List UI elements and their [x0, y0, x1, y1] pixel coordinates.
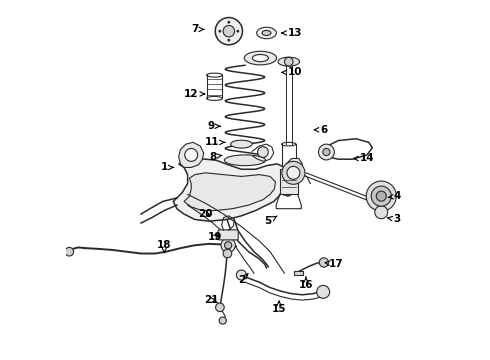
Circle shape — [236, 270, 246, 280]
Circle shape — [216, 303, 224, 312]
Circle shape — [185, 148, 197, 161]
Text: 14: 14 — [354, 153, 374, 163]
Text: 19: 19 — [207, 232, 221, 242]
Text: 7: 7 — [191, 24, 204, 35]
Text: 9: 9 — [207, 121, 220, 131]
Circle shape — [376, 191, 386, 201]
Text: 16: 16 — [299, 277, 313, 290]
Circle shape — [287, 166, 300, 179]
FancyBboxPatch shape — [280, 169, 298, 194]
Text: 6: 6 — [314, 125, 327, 135]
Ellipse shape — [257, 27, 276, 39]
Text: 1: 1 — [161, 162, 173, 172]
Text: 5: 5 — [265, 216, 277, 226]
Ellipse shape — [252, 54, 269, 62]
Polygon shape — [184, 173, 275, 211]
Circle shape — [236, 30, 239, 33]
Circle shape — [227, 21, 230, 24]
FancyBboxPatch shape — [294, 271, 303, 275]
Text: 3: 3 — [388, 215, 401, 224]
Polygon shape — [173, 158, 288, 221]
Text: 11: 11 — [205, 138, 225, 147]
Text: 18: 18 — [157, 239, 171, 253]
Ellipse shape — [245, 51, 276, 65]
Text: 13: 13 — [282, 28, 302, 38]
Circle shape — [317, 285, 330, 298]
Circle shape — [227, 39, 230, 41]
Circle shape — [223, 249, 232, 258]
Ellipse shape — [278, 57, 299, 66]
Circle shape — [366, 181, 396, 211]
Text: 17: 17 — [325, 259, 344, 269]
Text: 20: 20 — [198, 209, 213, 219]
Circle shape — [219, 317, 226, 324]
Circle shape — [375, 206, 388, 219]
Polygon shape — [285, 158, 302, 187]
Circle shape — [224, 242, 232, 249]
Text: 15: 15 — [272, 301, 286, 314]
Text: 2: 2 — [238, 274, 248, 285]
Circle shape — [219, 30, 221, 33]
Circle shape — [65, 247, 74, 256]
Circle shape — [215, 18, 243, 45]
Circle shape — [258, 147, 269, 157]
Circle shape — [223, 26, 235, 37]
Text: 4: 4 — [388, 191, 401, 201]
Circle shape — [323, 148, 330, 156]
Ellipse shape — [262, 31, 271, 36]
Text: 10: 10 — [282, 67, 302, 77]
Circle shape — [319, 258, 329, 267]
Circle shape — [318, 144, 334, 160]
FancyBboxPatch shape — [218, 230, 238, 240]
Circle shape — [371, 186, 392, 206]
Circle shape — [221, 238, 235, 252]
Text: 21: 21 — [204, 295, 218, 305]
Ellipse shape — [224, 155, 266, 166]
Circle shape — [285, 57, 293, 66]
Text: 8: 8 — [209, 152, 222, 162]
Ellipse shape — [231, 140, 252, 148]
Text: 12: 12 — [184, 89, 204, 99]
Circle shape — [282, 161, 305, 184]
Polygon shape — [179, 142, 204, 167]
